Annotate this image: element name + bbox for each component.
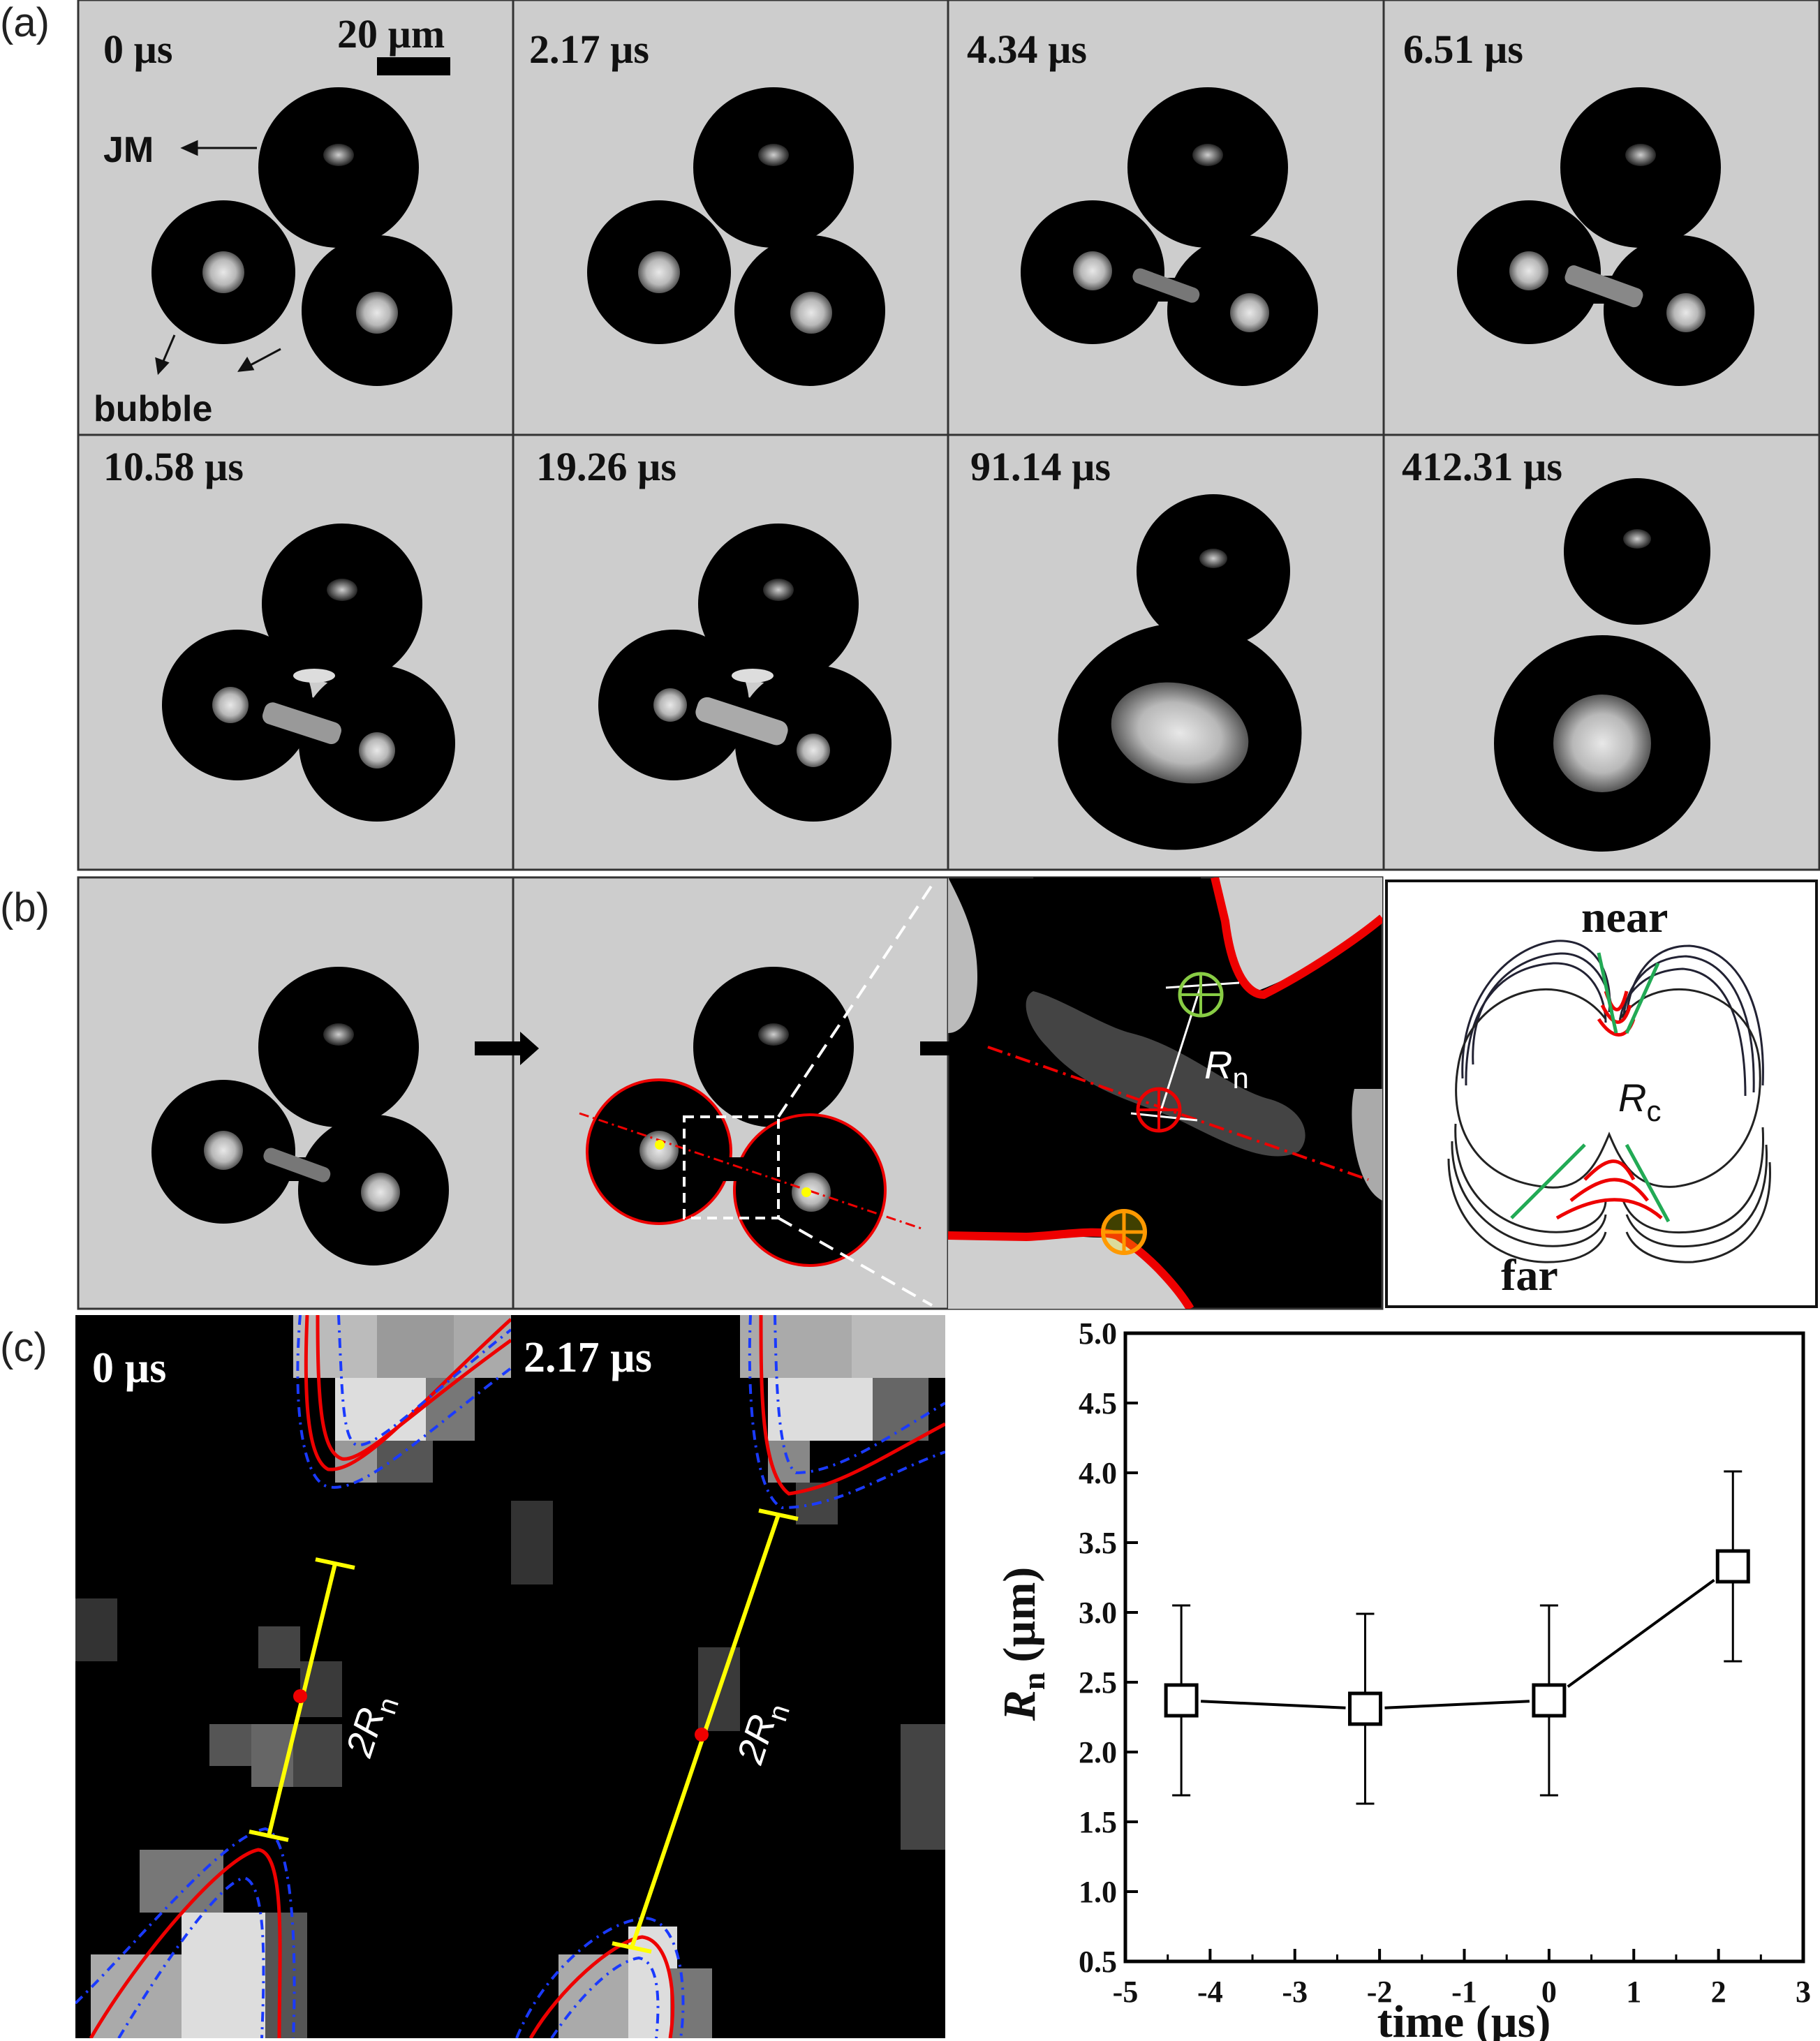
frame-a6	[598, 524, 891, 822]
plot-area	[1123, 1331, 1805, 1964]
y-axis-label: Rn(µm)	[994, 1567, 1051, 1722]
frame-a4	[1457, 87, 1754, 386]
rn-label-b3: Rn	[1204, 1043, 1249, 1094]
frame-label-a8: 412.31 µs	[1402, 444, 1562, 489]
square-marker	[1164, 1683, 1199, 1718]
frame-label-a3: 4.34 µs	[967, 27, 1087, 72]
frame-a8	[1494, 478, 1710, 852]
frame-a2	[587, 87, 885, 386]
x-tick-label: 0	[1541, 1975, 1557, 2009]
y-tick-label: 2.5	[1079, 1665, 1117, 1700]
x-tick-label: -1	[1451, 1975, 1477, 2009]
x-tick-label: -3	[1282, 1975, 1308, 2009]
frame-a1	[151, 57, 452, 386]
data-point	[1532, 1604, 1567, 1797]
panel-label-a: (a)	[0, 0, 50, 45]
frame-a7	[1058, 494, 1302, 850]
y-tick-label: 3.5	[1079, 1526, 1117, 1560]
scale-bar-label: 20 µm	[337, 11, 445, 57]
y-tick-label: 3.0	[1079, 1596, 1117, 1630]
x-tick-label: -2	[1367, 1975, 1393, 2009]
scale-bar	[377, 57, 450, 75]
y-tick-label: 5.0	[1079, 1316, 1117, 1351]
series-line-segment	[1201, 1700, 1346, 1709]
panel-c-images: 0 µs 2.17 µs 2Rn 2Rn	[75, 1315, 945, 2038]
square-marker	[1715, 1549, 1750, 1584]
frame-label-a1: 0 µs	[103, 27, 173, 72]
frame-label-a2: 2.17 µs	[529, 27, 649, 72]
data-point	[1347, 1612, 1382, 1805]
square-marker	[1532, 1683, 1567, 1718]
data-point	[1164, 1604, 1199, 1797]
jm-arrow	[180, 140, 257, 156]
square-marker	[1347, 1691, 1382, 1726]
frame-a5	[162, 524, 455, 822]
frame-label-a7: 91.14 µs	[970, 444, 1111, 489]
panel-label-c: (c)	[0, 1325, 47, 1370]
zoom-guides	[777, 884, 933, 1307]
frame-b2	[579, 967, 922, 1267]
y-tick-label: 4.5	[1079, 1386, 1117, 1420]
zoom-box	[683, 1115, 780, 1219]
y-tick-label: 1.0	[1079, 1875, 1117, 1909]
x-tick-label: -4	[1197, 1975, 1223, 2009]
series-line-segment	[1384, 1700, 1530, 1709]
near-label: near	[1581, 892, 1668, 942]
frame-label-c1: 0 µs	[92, 1344, 166, 1392]
jm-label: JM	[103, 130, 154, 170]
bubble-arrows	[155, 334, 281, 376]
frame-b1	[151, 967, 449, 1266]
x-tick-label: 1	[1626, 1975, 1641, 2009]
bubble-label: bubble	[94, 389, 212, 429]
x-axis-label: time (µs)	[1377, 1996, 1551, 2041]
series-line-segment	[1567, 1578, 1715, 1689]
rc-label: Rc	[1618, 1076, 1661, 1127]
frame-label-a6: 19.26 µs	[536, 444, 676, 489]
x-tick-label: 2	[1711, 1975, 1726, 2009]
x-tick-label: -5	[1113, 1975, 1139, 2009]
rn-vs-time-chart: -5 -4 -3 -2 -1 0 1 2 3 0.5 1.0 1.5 2.0 2.5 3.0 3.5 4.0 4…	[994, 1316, 1811, 2041]
arrow-b1	[475, 1032, 539, 1065]
data-point	[1715, 1470, 1750, 1663]
frame-label-c2: 2.17 µs	[524, 1334, 652, 1381]
y-tick-label: 1.5	[1079, 1805, 1117, 1839]
y-tick-label: 2.0	[1079, 1735, 1117, 1769]
schematic-b4	[1447, 940, 1771, 1263]
frame-c1	[75, 1315, 511, 2038]
frame-label-a5: 10.58 µs	[103, 444, 244, 489]
far-label: far	[1501, 1250, 1558, 1300]
panel-label-b: (b)	[0, 885, 50, 930]
frame-b3	[948, 877, 1382, 1309]
y-tick-label: 0.5	[1079, 1945, 1117, 1979]
x-tick-label: 3	[1796, 1975, 1811, 2009]
frame-a3	[1021, 87, 1318, 386]
panel-a: 0 µs 2.17 µs 4.34 µs 6.51 µs 10.58 µs 19…	[77, 0, 1820, 871]
arrow-b2	[920, 1032, 981, 1065]
y-tick-label: 4.0	[1079, 1456, 1117, 1490]
panel-b: Rn ne	[77, 876, 1818, 1310]
frame-c2	[511, 1315, 945, 2038]
frame-label-a4: 6.51 µs	[1403, 27, 1523, 72]
